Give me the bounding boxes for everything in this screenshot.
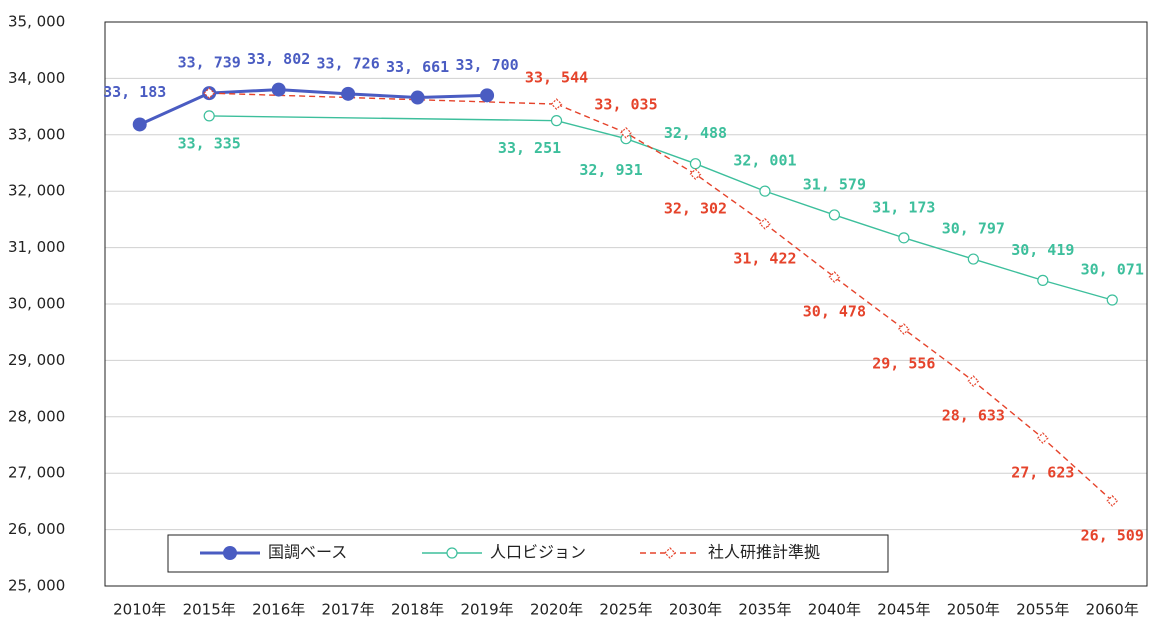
value-label: 32, 488 — [664, 124, 727, 142]
x-tick-label: 2016年 — [252, 601, 305, 619]
x-tick-label: 2020年 — [530, 601, 583, 619]
point — [1106, 294, 1118, 306]
x-tick-label: 2019年 — [460, 601, 513, 619]
y-tick-label: 26, 000 — [8, 520, 65, 538]
value-label: 31, 422 — [733, 249, 796, 267]
value-label: 31, 579 — [803, 175, 866, 193]
gap-connector — [209, 92, 557, 105]
point — [550, 115, 563, 127]
plot-border — [104, 21, 1148, 587]
y-tick-label: 31, 000 — [8, 238, 65, 256]
point — [203, 110, 215, 122]
legend-marker — [223, 546, 237, 560]
point — [689, 158, 702, 170]
value-label: 33, 802 — [247, 50, 310, 68]
legend-label: 国調ベース — [268, 543, 347, 562]
value-label: 32, 302 — [664, 200, 727, 218]
value-label: 32, 001 — [733, 152, 796, 170]
legend-marker — [446, 547, 458, 559]
value-label: 33, 035 — [594, 95, 657, 113]
x-tick-label: 2050年 — [947, 601, 1000, 619]
gap-connector — [209, 115, 557, 122]
x-tick-label: 2055年 — [1016, 601, 1069, 619]
y-tick-label: 35, 000 — [8, 13, 65, 31]
series-line — [139, 88, 488, 126]
value-label: 33, 700 — [455, 56, 518, 74]
point — [271, 82, 286, 97]
point — [341, 86, 356, 101]
y-tick-label: 28, 000 — [8, 407, 65, 425]
value-label: 33, 726 — [317, 54, 380, 72]
point — [759, 185, 771, 197]
x-tick-label: 2035年 — [738, 601, 791, 619]
point — [550, 98, 563, 110]
point — [480, 88, 495, 103]
y-tick-label: 29, 000 — [8, 351, 65, 369]
value-label: 33, 183 — [103, 83, 166, 101]
point — [620, 126, 632, 139]
point — [1036, 432, 1049, 444]
legend: 国調ベース 人口ビジョン 社人研推計準拠 — [167, 534, 889, 573]
legend-box — [167, 534, 889, 573]
y-tick-label: 33, 000 — [8, 125, 65, 143]
point — [689, 168, 702, 181]
y-tick-label: 32, 000 — [8, 182, 65, 200]
value-label: 27, 623 — [1011, 464, 1074, 482]
series-line — [556, 103, 1113, 502]
point — [410, 90, 425, 105]
x-tick-label: 2017年 — [322, 601, 375, 619]
point — [203, 87, 216, 99]
value-label: 32, 931 — [579, 161, 642, 179]
legend-marker — [664, 547, 676, 559]
x-tick-label: 2030年 — [669, 601, 722, 619]
x-tick-label: 2060年 — [1086, 601, 1139, 619]
point — [759, 217, 771, 230]
point — [828, 271, 841, 283]
y-tick-label: 34, 000 — [8, 69, 65, 87]
x-tick-label: 2025年 — [599, 601, 652, 619]
x-tick-label: 2018年 — [391, 601, 444, 619]
point — [828, 209, 841, 221]
value-label: 28, 633 — [942, 407, 1005, 425]
y-tick-label: 25, 000 — [8, 577, 65, 595]
value-label: 30, 419 — [1011, 241, 1074, 259]
legend-label: 人口ビジョン — [490, 543, 586, 562]
value-label: 29, 556 — [872, 355, 935, 373]
x-tick-label: 2010年 — [113, 601, 166, 619]
point — [1037, 274, 1049, 286]
value-label: 30, 797 — [942, 220, 1005, 238]
value-label: 30, 478 — [803, 303, 866, 321]
x-tick-label: 2045年 — [877, 601, 930, 619]
value-label: 33, 544 — [525, 69, 588, 87]
x-tick-label: 2015年 — [183, 601, 236, 619]
value-label: 33, 739 — [178, 54, 241, 72]
point — [898, 323, 910, 335]
y-tick-label: 27, 000 — [8, 464, 65, 482]
value-label: 33, 661 — [386, 58, 449, 76]
point — [1106, 495, 1119, 507]
point — [967, 375, 980, 387]
point — [132, 117, 147, 132]
point — [898, 232, 910, 244]
legend-label: 社人研推計準拠 — [708, 543, 820, 562]
value-label: 33, 335 — [178, 134, 241, 152]
value-label: 33, 251 — [498, 139, 561, 157]
value-label: 31, 173 — [872, 198, 935, 216]
point — [967, 253, 979, 265]
value-label: 26, 509 — [1081, 526, 1144, 544]
value-label: 30, 071 — [1081, 260, 1144, 278]
x-tick-label: 2040年 — [808, 601, 861, 619]
y-tick-label: 30, 000 — [8, 295, 65, 313]
